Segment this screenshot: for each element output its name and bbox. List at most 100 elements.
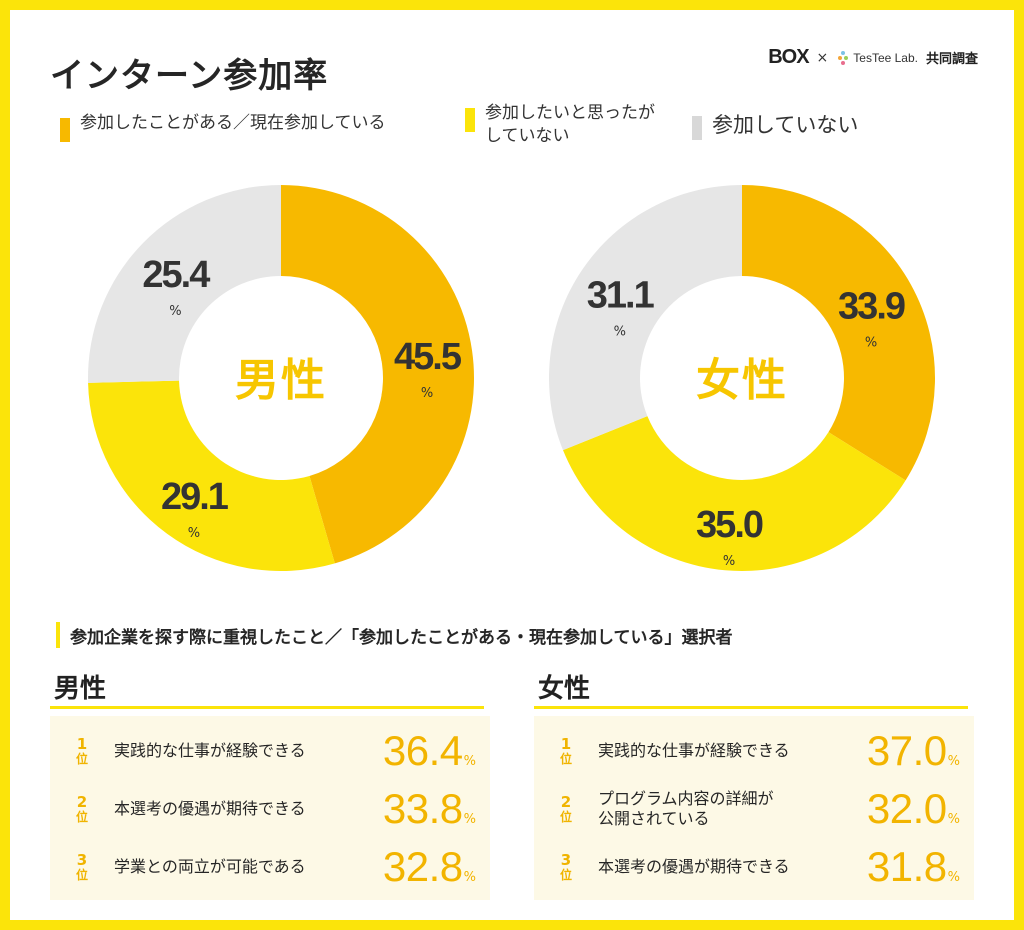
chart-legend: 参加したことがある／現在参加している 参加したいと思ったが していない 参加して… bbox=[60, 103, 900, 160]
rank-item-line: プログラム内容の詳細が bbox=[598, 789, 774, 808]
testee-logo: TesTee Lab. bbox=[836, 50, 918, 66]
rank-value-number: 32.8 bbox=[382, 843, 463, 890]
testee-logo-text: TesTee Lab. bbox=[853, 50, 918, 65]
donut-value-label: 33.9 bbox=[838, 286, 905, 328]
legend-label-line: 参加していない bbox=[712, 113, 859, 137]
rank-value: 31.8% bbox=[852, 843, 974, 891]
rank-value-unit: % bbox=[947, 870, 960, 885]
rank-unit: 位 bbox=[75, 751, 88, 766]
legend-label-line: 参加したことがある／現在参加している bbox=[80, 113, 386, 133]
rank-digit: 3 bbox=[76, 850, 88, 869]
credit-logos: BOX × TesTee Lab. 共同調査 bbox=[768, 46, 978, 69]
rank-value: 32.8% bbox=[368, 843, 490, 891]
donut-charts: 45.5% 29.1% 25.4% 男性 33.9% 35.0% 31.1% 女性 bbox=[88, 185, 935, 571]
rank-value-unit: % bbox=[463, 754, 476, 769]
legend-swatch bbox=[465, 108, 475, 132]
donut-value-unit: % bbox=[188, 526, 200, 541]
rank-value-unit: % bbox=[947, 754, 960, 769]
ranking-heading: 女性 bbox=[538, 674, 591, 704]
rank-item-line: 学業との両立が可能である bbox=[114, 857, 306, 876]
rank-digit: 2 bbox=[560, 792, 572, 811]
rank-item-line: 公開されている bbox=[598, 809, 710, 828]
rank-value: 33.8% bbox=[368, 785, 490, 833]
donut-chart-male: 45.5% 29.1% 25.4% 男性 bbox=[88, 185, 474, 571]
rank-value: 36.4% bbox=[368, 727, 490, 775]
rank-value-unit: % bbox=[463, 812, 476, 827]
testee-logo-icon bbox=[838, 50, 849, 65]
section-title-bar bbox=[56, 622, 60, 648]
ranking-heading: 男性 bbox=[54, 674, 107, 704]
donut-center-title: 女性 bbox=[696, 355, 788, 406]
legend-item-wanted: 参加したいと思ったが していない bbox=[465, 102, 655, 148]
donut-slice bbox=[549, 185, 742, 451]
donut-value-label: 35.0 bbox=[696, 504, 763, 546]
rank-value-unit: % bbox=[947, 812, 960, 827]
rank-item-line: 実践的な仕事が経験できる bbox=[114, 741, 306, 760]
donut-value-unit: % bbox=[614, 324, 626, 339]
rank-item-line: 実践的な仕事が経験できる bbox=[598, 741, 790, 760]
section-title-text: 参加企業を探す際に重視したこと／「参加したことがある・現在参加している」選択者 bbox=[70, 627, 733, 648]
ranking-underline bbox=[534, 706, 968, 709]
donut-value-label: 31.1 bbox=[587, 274, 655, 316]
rank-item-label: 本選考の優遇が期待できる bbox=[598, 857, 852, 877]
legend-label: 参加していない bbox=[712, 110, 858, 140]
rank-digit: 3 bbox=[560, 850, 572, 869]
legend-label: 参加したことがある／現在参加している bbox=[80, 112, 386, 135]
section-title: 参加企業を探す際に重視したこと／「参加したことがある・現在参加している」選択者 bbox=[56, 622, 733, 648]
donut-value-unit: % bbox=[421, 386, 433, 401]
rank-value: 32.0% bbox=[852, 785, 974, 833]
rank-unit: 位 bbox=[559, 809, 572, 824]
rank-item-label: プログラム内容の詳細が 公開されている bbox=[598, 789, 852, 829]
legend-swatch bbox=[60, 118, 70, 142]
donut-value-label: 45.5 bbox=[394, 336, 462, 378]
page-title: インターン参加率 bbox=[50, 56, 329, 96]
legend-item-participated: 参加したことがある／現在参加している bbox=[60, 112, 386, 142]
legend-label-line: していない bbox=[485, 125, 570, 146]
box-logo: BOX bbox=[768, 46, 809, 68]
legend-label: 参加したいと思ったが していない bbox=[485, 102, 655, 148]
donut-slice bbox=[563, 416, 906, 571]
rank-digit: 1 bbox=[76, 734, 88, 753]
donut-slice bbox=[742, 185, 935, 481]
rank-item-label: 学業との両立が可能である bbox=[114, 857, 368, 877]
donut-value-label: 29.1 bbox=[161, 476, 229, 518]
legend-swatch bbox=[692, 116, 702, 140]
rank-item-label: 実践的な仕事が経験できる bbox=[114, 741, 368, 761]
rank-unit: 位 bbox=[75, 809, 88, 824]
rank-unit: 位 bbox=[559, 751, 572, 766]
legend-item-not-participated: 参加していない bbox=[692, 110, 858, 140]
rank-value-number: 36.4 bbox=[382, 727, 463, 774]
donut-chart-female: 33.9% 35.0% 31.1% 女性 bbox=[549, 185, 935, 571]
rank-item-label: 本選考の優遇が期待できる bbox=[114, 799, 368, 819]
rank-item-line: 本選考の優遇が期待できる bbox=[598, 857, 790, 876]
rank-digit: 2 bbox=[76, 792, 88, 811]
donut-value-label: 25.4 bbox=[142, 254, 210, 296]
ranking-underline bbox=[50, 706, 484, 709]
donut-slice bbox=[281, 185, 474, 564]
rank-value-unit: % bbox=[463, 870, 476, 885]
rank-digit: 1 bbox=[560, 734, 572, 753]
legend-label-line: 参加したいと思ったが bbox=[485, 103, 655, 123]
rank-unit: 位 bbox=[75, 867, 88, 882]
donut-slice bbox=[88, 380, 335, 571]
joint-survey-label: 共同調査 bbox=[925, 52, 978, 67]
times-sign: × bbox=[816, 49, 829, 66]
rank-item-line: 本選考の優遇が期待できる bbox=[114, 799, 306, 818]
rank-value: 37.0% bbox=[852, 727, 974, 775]
donut-value-unit: % bbox=[865, 336, 877, 351]
